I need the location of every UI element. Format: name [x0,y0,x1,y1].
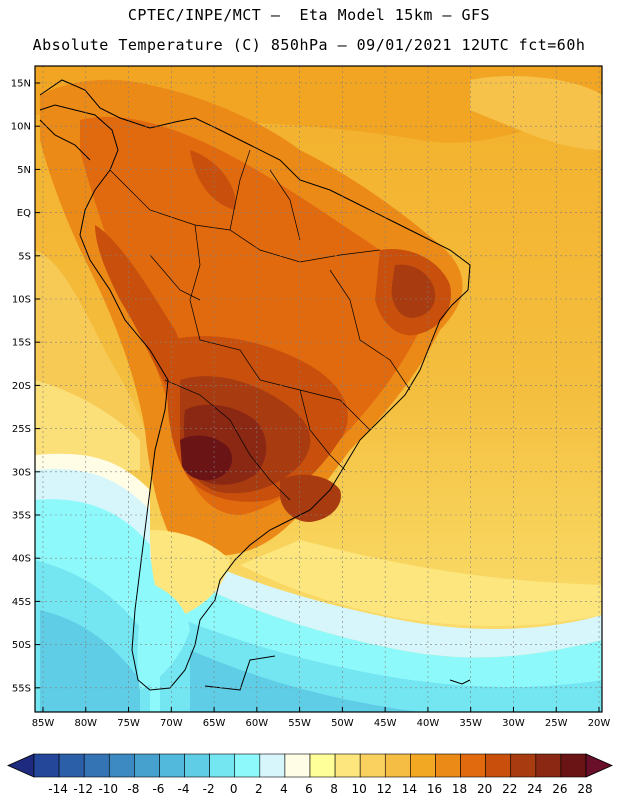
colorbar-label: 0 [230,782,238,796]
lat-label: 15N [11,79,31,90]
lat-label: 40S [12,554,31,565]
map-frame [34,65,603,713]
lat-label: 20S [12,381,31,392]
lat-label: 10N [11,122,31,133]
lon-label: 40W [417,718,440,729]
title-line-2: Absolute Temperature (C) 850hPa — 09/01/… [32,36,586,54]
lon-label: 25W [545,718,568,729]
latitude-labels: 15N 10N 5N EQ 5S 10S 15S 20S 25S 30S 35S 40S 45S 50S 5… [11,79,40,694]
colorbar-swatch [485,753,512,778]
colorbar-label: 20 [477,782,492,796]
lon-label: 85W [32,718,55,729]
lon-label: 60W [246,718,269,729]
lon-label: 30W [502,718,525,729]
colorbar-label: 22 [502,782,517,796]
colorbar-swatch [309,753,336,778]
colorbar-label: 12 [377,782,392,796]
colorbar-swatch [284,753,311,778]
colorbar-swatch [560,753,587,778]
colorbar-label: 4 [280,782,288,796]
lat-label: 15S [12,338,31,349]
colorbar-label: -10 [98,782,118,796]
colorbar-label: 18 [452,782,467,796]
colorbar-label: 2 [255,782,263,796]
lat-label: EQ [17,208,31,219]
colorbar-swatch [384,753,411,778]
colorbar-label: 6 [305,782,313,796]
colorbar-swatch [134,753,160,778]
lat-label: 5N [17,165,31,176]
colorbar-low-arrow [7,753,35,778]
lon-label: 70W [160,718,183,729]
colorbar-swatch [510,753,537,778]
lon-label: 50W [331,718,354,729]
colorbar-swatch [410,753,436,778]
colorbar-swatch [159,753,185,778]
lon-label: 80W [74,718,97,729]
lon-label: 35W [459,718,482,729]
longitude-labels: 85W 80W 75W 70W 65W 60W 55W 50W 45W 40W 35W 30W 25W 2… [32,707,611,729]
colorbar-swatch [460,753,486,778]
colorbar-label: -12 [73,782,93,796]
colorbar-label: 28 [577,782,592,796]
lat-label: 45S [12,597,31,608]
colorbar-label: -14 [48,782,68,796]
lon-label: 65W [203,718,226,729]
colorbar-swatch [58,753,85,778]
lat-label: 30S [12,467,31,478]
colorbar-swatch [234,753,261,778]
colorbar-swatch [259,753,286,778]
colorbar-high-arrow [585,753,613,778]
colorbar: -14 -12 -10 -8 -6 -4 -2 0 2 4 6 8 10 12 14 16 18 20 22 24 26… [7,753,613,796]
colorbar-swatch [209,753,236,778]
title-line-1: CPTEC/INPE/MCT — Eta Model 15km — GFS [127,6,491,24]
coastlines [39,79,471,691]
lat-label: 35S [12,511,31,522]
lon-label: 75W [117,718,140,729]
colorbar-label: 8 [330,782,338,796]
colorbar-label: 26 [552,782,567,796]
lat-label: 25S [12,424,31,435]
lat-label: 10S [12,295,31,306]
colorbar-label: 24 [527,782,542,796]
colorbar-label: 10 [352,782,367,796]
colorbar-label: 14 [402,782,417,796]
colorbar-swatch [334,753,361,778]
colorbar-swatch [108,753,135,778]
colorbar-swatch [184,753,210,778]
lat-label: 5S [18,251,31,262]
colorbar-swatch [359,753,386,778]
colorbar-label: 16 [427,782,442,796]
colorbar-swatch [33,753,60,778]
colorbar-swatch [535,753,562,778]
colorbar-label: -6 [152,782,164,796]
lon-label: 20W [588,718,611,729]
lon-label: 55W [288,718,311,729]
lat-label: 55S [12,683,31,694]
lon-label: 45W [374,718,397,729]
colorbar-label: -8 [127,782,139,796]
colorbar-label: -4 [178,782,190,796]
lat-label: 50S [12,640,31,651]
borders [109,149,411,501]
colorbar-label: -2 [203,782,215,796]
temperature-field [35,66,602,712]
colorbar-swatch [435,753,461,778]
colorbar-swatch [83,753,110,778]
